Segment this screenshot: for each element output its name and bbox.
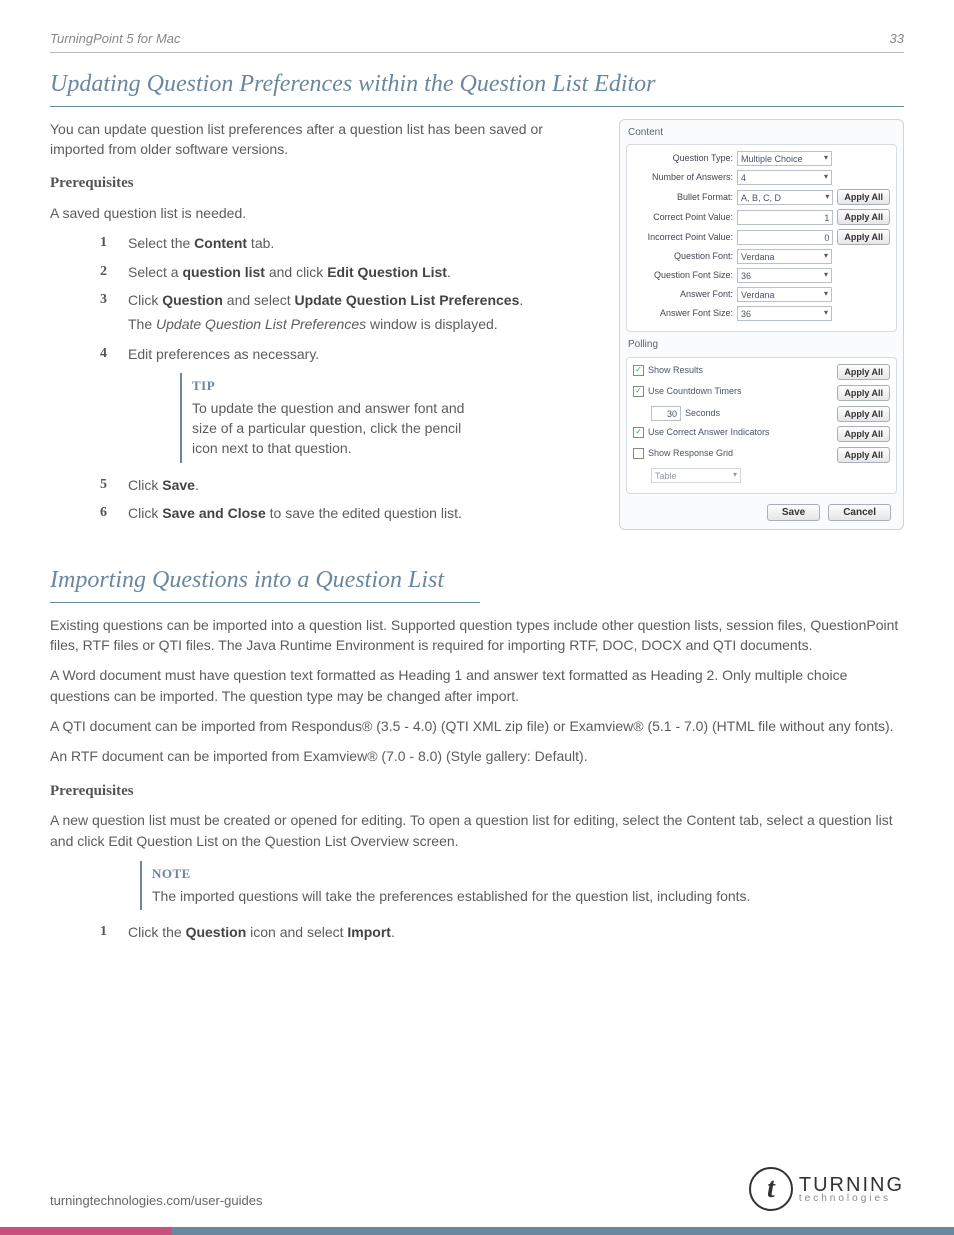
prereq-text-1: A saved question list is needed. [50,203,601,223]
footer-url: turningtechnologies.com/user-guides [50,1192,262,1211]
select-input[interactable]: A, B, C, D [737,190,833,205]
logo-icon: t [749,1167,793,1211]
apply-all-button[interactable]: Apply All [837,385,890,401]
step-5: 5 Click Save. [128,475,601,495]
polling-panel-label: Polling [626,338,897,353]
checkbox-icon[interactable]: ✓ [633,427,644,438]
apply-all-button[interactable]: Apply All [837,406,890,422]
apply-all-button[interactable]: Apply All [837,229,890,245]
select-input[interactable]: 4 [737,170,832,185]
field-label: Question Type: [633,152,733,165]
save-button[interactable]: Save [767,504,820,521]
checkbox-icon[interactable]: ✓ [633,386,644,397]
checkbox-icon[interactable] [633,448,644,459]
seconds-input[interactable]: 30 [651,406,681,421]
prereq-text-2: A new question list must be created or o… [50,810,904,851]
turning-logo: t TURNING technologies [749,1167,904,1211]
select-input[interactable]: Multiple Choice [737,151,832,166]
s2-p3: A QTI document can be imported from Resp… [50,716,904,736]
step-2: 2 Select a question list and click Edit … [128,262,601,282]
s2-step-1: 1 Click the Question icon and select Imp… [128,922,904,942]
checkbox-icon[interactable]: ✓ [633,365,644,376]
preferences-dialog: Content Question Type: Multiple Choice Num… [619,119,904,530]
content-panel: Question Type: Multiple Choice Number of A… [626,144,897,332]
note-label: NOTE [152,865,850,884]
page-footer: turningtechnologies.com/user-guides t TU… [50,1167,904,1211]
note-text: The imported questions will take the pre… [152,886,850,906]
apply-all-button[interactable]: Apply All [837,189,890,205]
tip-label: TIP [192,377,480,396]
s2-p1: Existing questions can be imported into … [50,615,904,656]
field-label: Question Font Size: [633,269,733,282]
field-label: Bullet Format: [633,191,733,204]
field-label: Question Font: [633,250,733,263]
section1-title: Updating Question Preferences within the… [50,67,904,107]
content-panel-label: Content [626,126,897,141]
page-header: TurningPoint 5 for Mac 33 [50,30,904,53]
note-callout: NOTE The imported questions will take th… [140,861,860,910]
select-input[interactable]: 36 [737,306,832,321]
field-label: Answer Font: [633,288,733,301]
select-input[interactable]: Verdana [737,249,832,264]
section1-intro: You can update question list preferences… [50,119,601,160]
polling-panel: ✓Show Results Apply All ✓Use Countdown T… [626,357,897,494]
field-label: Incorrect Point Value: [633,231,733,244]
text-input[interactable]: 1 [737,210,833,225]
tip-callout: TIP To update the question and answer fo… [180,373,490,463]
field-label: Number of Answers: [633,171,733,184]
tip-text: To update the question and answer font a… [192,398,480,459]
prereq-label-1: Prerequisites [50,173,601,195]
text-input[interactable]: 0 [737,230,833,245]
apply-all-button[interactable]: Apply All [837,426,890,442]
s2-p2: A Word document must have question text … [50,665,904,706]
step-3: 3 Click Question and select Update Quest… [128,290,601,335]
select-input[interactable]: Verdana [737,287,832,302]
field-label: Answer Font Size: [633,307,733,320]
s2-p4: An RTF document can be imported from Exa… [50,746,904,766]
grid-type-select[interactable]: Table [651,468,741,483]
step-6: 6 Click Save and Close to save the edite… [128,503,601,523]
prereq-label-2: Prerequisites [50,781,904,803]
field-label: Correct Point Value: [633,211,733,224]
section2-title: Importing Questions into a Question List [50,563,480,603]
apply-all-button[interactable]: Apply All [837,447,890,463]
apply-all-button[interactable]: Apply All [837,364,890,380]
doc-title: TurningPoint 5 for Mac [50,30,181,49]
page-number: 33 [890,30,904,49]
select-input[interactable]: 36 [737,268,832,283]
step-1: 1 Select the Content tab. [128,233,601,253]
footer-bar [0,1227,954,1235]
apply-all-button[interactable]: Apply All [837,209,890,225]
step-4: 4 Edit preferences as necessary. [50,344,601,364]
cancel-button[interactable]: Cancel [828,504,891,521]
